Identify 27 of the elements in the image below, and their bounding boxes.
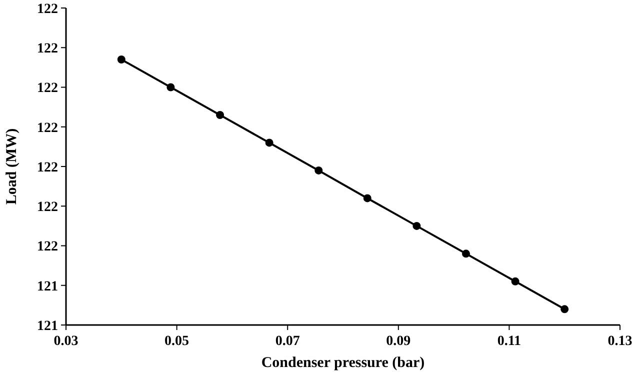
point — [265, 138, 274, 147]
point — [560, 305, 569, 314]
y-tick-label: 121 — [37, 318, 58, 334]
y-tick-label: 122 — [37, 240, 58, 255]
x-tick-label: 0.03 — [54, 334, 78, 349]
x-tick-label: 0.05 — [164, 334, 190, 349]
y-axis-title: Load (MW) — [4, 128, 20, 205]
point — [117, 56, 126, 64]
point — [462, 250, 470, 258]
x-tick-label: 0.11 — [497, 334, 522, 349]
y-tick-label: 122 — [37, 81, 58, 96]
x-tick-label: 0.09 — [386, 334, 411, 349]
y-tick-label: 122 — [37, 200, 58, 216]
y-tick-label: 122 — [37, 2, 58, 17]
point — [216, 110, 224, 119]
point — [166, 83, 175, 92]
point — [314, 166, 323, 174]
y-tick-label: 122 — [37, 160, 58, 176]
point — [511, 277, 520, 286]
x-axis-title: Condenser pressure (bar) — [261, 355, 425, 371]
y-tick-label: 121 — [37, 279, 58, 294]
y-tick-label: 122 — [37, 120, 58, 136]
point — [412, 222, 421, 230]
x-tick-label: 0.13 — [608, 334, 632, 349]
x-tick-label: 0.07 — [275, 334, 300, 349]
point — [363, 194, 372, 202]
y-tick-label: 122 — [37, 42, 58, 57]
